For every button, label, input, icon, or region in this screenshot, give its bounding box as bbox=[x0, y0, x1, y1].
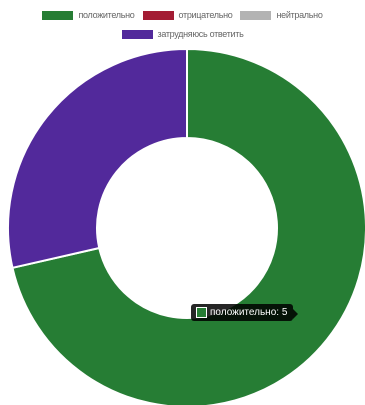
legend-row-1: положительно отрицательно нейтрально bbox=[0, 8, 365, 22]
legend-swatch-neutral bbox=[240, 10, 272, 20]
legend-item-negative[interactable]: отрицательно bbox=[142, 10, 233, 20]
legend-label-undecided: затрудняюсь ответить bbox=[157, 29, 244, 39]
chart-tooltip: положительно : 5 bbox=[191, 304, 299, 321]
tooltip-swatch bbox=[196, 307, 207, 318]
legend-item-undecided[interactable]: затрудняюсь ответить bbox=[121, 29, 244, 39]
legend-swatch-positive bbox=[42, 10, 74, 20]
slice-undecided[interactable] bbox=[7, 47, 188, 270]
tooltip-value: 5 bbox=[281, 307, 288, 318]
legend-label-neutral: нейтрально bbox=[276, 10, 323, 20]
legend-row-2: затрудняюсь ответить bbox=[0, 27, 365, 41]
chart-legend: положительно отрицательно нейтрально зат… bbox=[0, 8, 365, 46]
tooltip-separator: : bbox=[276, 307, 282, 318]
legend-item-positive[interactable]: положительно bbox=[42, 10, 135, 20]
legend-swatch-negative bbox=[142, 10, 174, 20]
legend-item-neutral[interactable]: нейтрально bbox=[240, 10, 323, 20]
legend-label-positive: положительно bbox=[78, 10, 135, 20]
legend-swatch-undecided bbox=[121, 29, 153, 39]
legend-label-negative: отрицательно bbox=[178, 10, 233, 20]
tooltip-label: положительно bbox=[210, 307, 277, 318]
